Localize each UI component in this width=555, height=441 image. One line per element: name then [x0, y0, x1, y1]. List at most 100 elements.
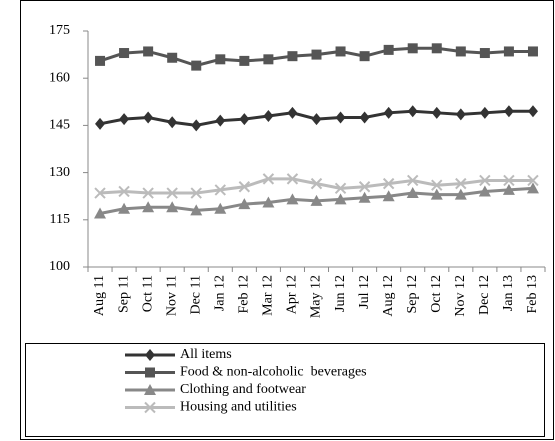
marker: [407, 105, 418, 118]
y-tick-label: 115: [50, 212, 70, 227]
x-tick-label: Aug 12: [381, 275, 396, 317]
marker: [335, 111, 346, 124]
marker: [479, 174, 491, 187]
marker: [526, 182, 539, 194]
marker: [455, 177, 467, 190]
marker: [214, 202, 227, 214]
marker: [190, 204, 203, 216]
x-tick-label: Oct 11: [140, 275, 155, 312]
x-tick-label: Sep 11: [116, 275, 131, 313]
legend-box: [25, 343, 545, 437]
marker: [383, 106, 394, 119]
marker: [406, 187, 419, 199]
y-tick-label: 145: [49, 118, 70, 133]
marker: [503, 105, 514, 118]
marker: [239, 55, 250, 66]
marker: [527, 105, 538, 118]
x-tick-label: Feb 12: [237, 275, 252, 314]
marker: [431, 106, 442, 119]
marker: [191, 119, 202, 132]
marker: [383, 44, 394, 55]
marker: [382, 190, 395, 202]
marker: [359, 111, 370, 124]
marker: [334, 182, 347, 195]
marker: [502, 183, 515, 195]
marker: [95, 55, 106, 66]
marker: [431, 179, 443, 191]
marker: [215, 54, 226, 65]
marker: [239, 113, 250, 126]
marker: [190, 187, 202, 199]
x-tick-label: Jul 12: [357, 275, 372, 309]
marker: [358, 191, 371, 203]
y-tick-label: 175: [49, 23, 70, 38]
marker: [143, 111, 154, 124]
x-tick-label: Sep 12: [405, 275, 420, 314]
marker: [527, 46, 538, 57]
marker: [119, 48, 130, 59]
marker: [503, 46, 514, 57]
marker: [238, 198, 251, 210]
marker: [311, 49, 322, 60]
marker: [286, 193, 299, 205]
marker: [431, 43, 442, 54]
legend-label: Housing and utilities: [180, 400, 297, 415]
x-tick-label: May 12: [309, 275, 324, 318]
x-tick-label: Jan 12: [213, 275, 228, 311]
marker: [238, 181, 251, 193]
marker: [455, 108, 466, 121]
legend-label: Food & non-alcoholic beverages: [180, 365, 367, 380]
marker: [335, 46, 346, 57]
y-tick-label: 160: [49, 70, 70, 85]
marker: [334, 193, 347, 205]
marker: [478, 185, 491, 197]
marker: [166, 187, 178, 199]
marker: [167, 52, 178, 63]
x-tick-label: Apr 12: [285, 275, 300, 314]
marker: [527, 174, 539, 187]
marker: [214, 184, 226, 196]
marker: [454, 188, 467, 200]
marker: [118, 185, 130, 198]
marker: [407, 43, 418, 54]
marker: [94, 207, 107, 219]
marker: [359, 51, 370, 62]
marker: [263, 109, 274, 122]
chart-frame: [20, 0, 554, 440]
marker: [407, 174, 419, 187]
marker: [262, 173, 275, 185]
marker: [144, 384, 156, 395]
x-tick-label: Jan 13: [501, 275, 516, 311]
marker: [95, 117, 106, 130]
series-line: [99, 177, 533, 195]
x-tick-label: Oct 12: [429, 275, 444, 313]
x-tick-label: Dec 11: [188, 275, 203, 315]
marker: [479, 48, 490, 59]
marker: [144, 401, 156, 414]
x-tick-label: Aug 11: [92, 275, 107, 316]
marker: [167, 116, 178, 129]
x-tick-label: Nov 12: [453, 275, 468, 317]
x-tick-label: Nov 11: [164, 275, 179, 316]
marker: [166, 201, 179, 213]
marker: [119, 113, 130, 126]
marker: [262, 196, 275, 208]
marker: [479, 106, 490, 119]
marker: [287, 51, 298, 62]
x-tick-label: Mar 12: [261, 275, 276, 316]
marker: [455, 46, 466, 57]
marker: [215, 114, 226, 127]
x-tick-label: Dec 12: [477, 275, 492, 315]
legend-label: Clothing and footwear: [180, 382, 306, 397]
marker: [191, 60, 202, 71]
marker: [142, 201, 155, 213]
y-tick-label: 130: [49, 165, 70, 180]
legend-label: All items: [180, 347, 232, 362]
marker: [145, 367, 155, 378]
marker: [503, 174, 515, 187]
marker: [143, 46, 154, 57]
marker: [358, 181, 371, 193]
marker: [310, 177, 323, 190]
marker: [118, 202, 131, 214]
